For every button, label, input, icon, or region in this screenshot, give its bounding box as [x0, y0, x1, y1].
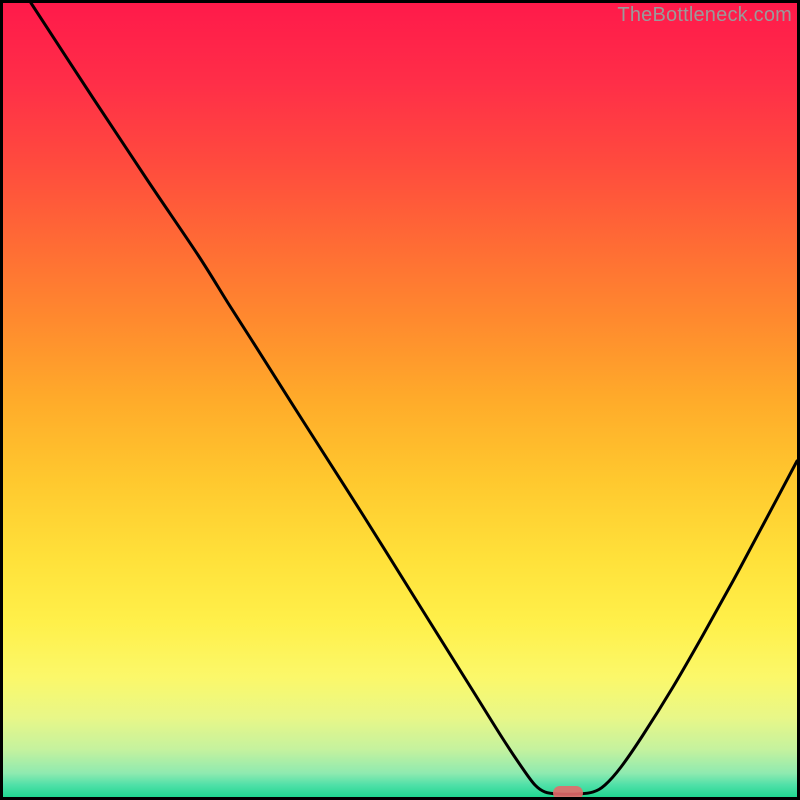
watermark-text: TheBottleneck.com — [617, 4, 792, 27]
optimal-marker — [553, 786, 583, 797]
bottleneck-chart-svg — [3, 3, 797, 797]
chart-plot-area — [3, 3, 797, 797]
